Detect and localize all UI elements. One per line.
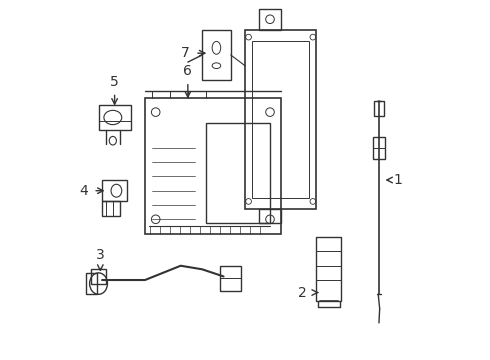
- Bar: [202, 30, 231, 80]
- Text: 4: 4: [79, 184, 88, 198]
- Bar: [373, 137, 385, 158]
- Text: 7: 7: [181, 46, 190, 60]
- Bar: [252, 41, 309, 198]
- Bar: [245, 30, 317, 208]
- Text: 6: 6: [183, 64, 192, 78]
- Bar: [220, 266, 242, 291]
- Bar: [145, 98, 281, 234]
- Bar: [102, 202, 120, 216]
- Bar: [92, 269, 106, 284]
- Bar: [259, 9, 281, 30]
- Bar: [86, 273, 97, 294]
- Text: 2: 2: [298, 285, 306, 300]
- Text: 3: 3: [96, 248, 105, 262]
- Bar: [206, 123, 270, 223]
- Bar: [259, 208, 281, 223]
- Bar: [374, 102, 384, 116]
- Text: 1: 1: [393, 173, 402, 187]
- Bar: [98, 105, 131, 130]
- Bar: [102, 180, 127, 202]
- Bar: [317, 237, 342, 301]
- Text: 5: 5: [110, 75, 119, 89]
